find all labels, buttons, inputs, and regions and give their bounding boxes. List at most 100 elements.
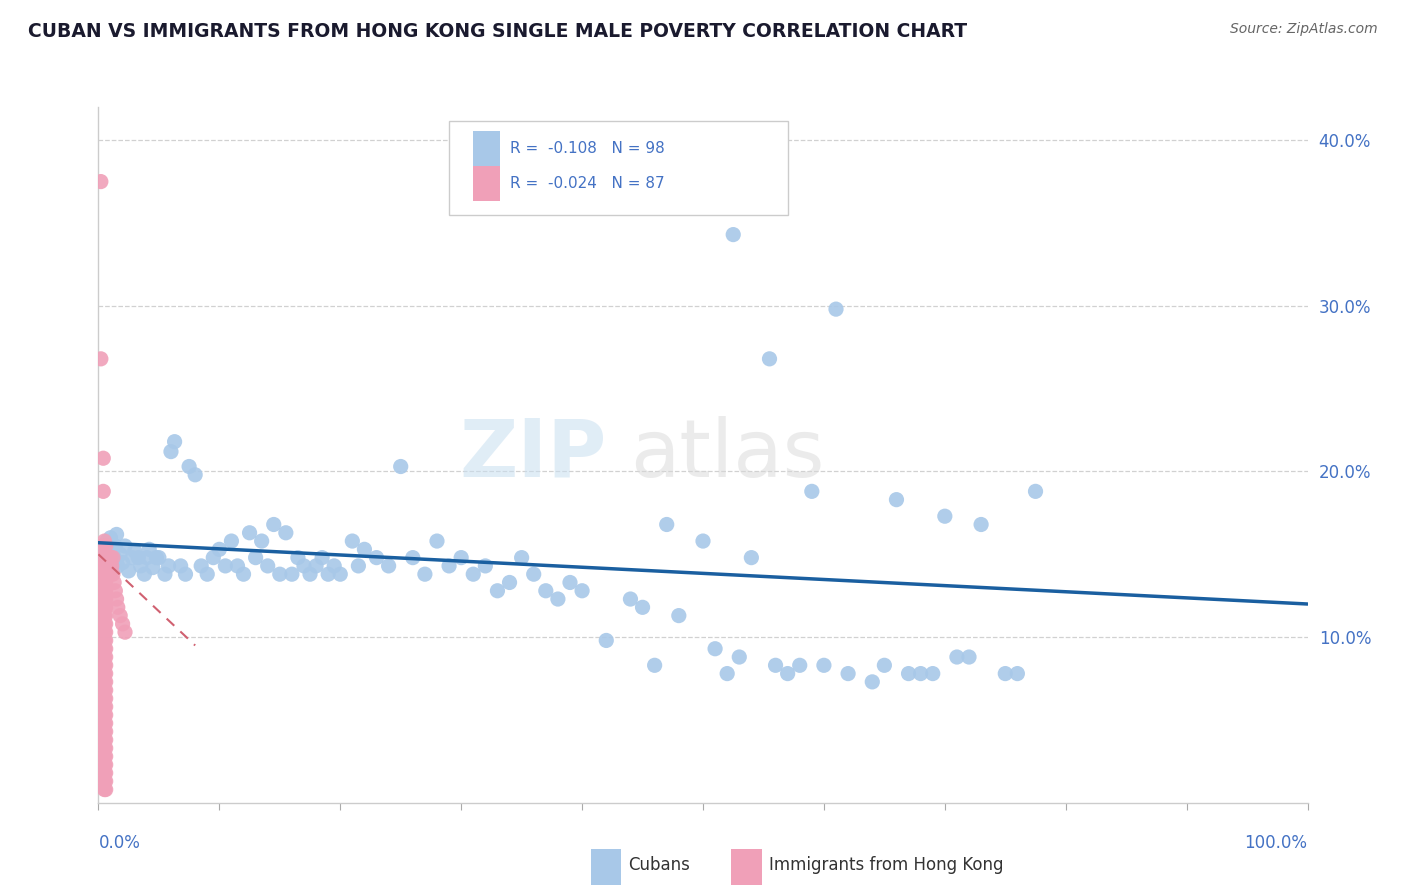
Point	[426, 534, 449, 549]
Point	[607, 136, 630, 151]
Point	[94, 583, 117, 598]
Text: R =  -0.024   N = 87: R = -0.024 N = 87	[509, 176, 664, 191]
Point	[184, 467, 207, 482]
Point	[221, 534, 243, 549]
Point	[450, 550, 472, 565]
Point	[174, 567, 197, 582]
Point	[94, 782, 117, 797]
Point	[111, 556, 134, 570]
Point	[232, 567, 254, 582]
Point	[97, 567, 120, 582]
Point	[93, 583, 115, 598]
Point	[94, 699, 117, 714]
Point	[91, 539, 114, 553]
Point	[160, 444, 183, 458]
Point	[776, 666, 799, 681]
Point	[107, 600, 129, 615]
Point	[111, 616, 134, 631]
Point	[94, 539, 117, 553]
Point	[169, 558, 191, 573]
Point	[93, 732, 115, 747]
Point	[96, 534, 118, 549]
Point	[93, 534, 115, 549]
Point	[94, 757, 117, 772]
Point	[93, 658, 115, 673]
Point	[305, 558, 328, 573]
Point	[121, 550, 143, 565]
Point	[103, 575, 125, 590]
Point	[644, 658, 666, 673]
Point	[94, 625, 117, 640]
Point	[1007, 666, 1029, 681]
Point	[94, 633, 117, 648]
Point	[873, 658, 896, 673]
Point	[93, 600, 115, 615]
Point	[145, 550, 167, 565]
Point	[94, 658, 117, 673]
Point	[142, 560, 165, 574]
Point	[93, 608, 115, 623]
Text: Immigrants from Hong Kong: Immigrants from Hong Kong	[769, 856, 1004, 874]
Point	[668, 608, 690, 623]
Bar	[474, 131, 501, 166]
Point	[534, 583, 557, 598]
Point	[94, 666, 117, 681]
Point	[97, 556, 120, 570]
Point	[463, 567, 485, 582]
Point	[994, 666, 1017, 681]
Point	[886, 492, 908, 507]
Point	[93, 699, 115, 714]
Point	[316, 567, 339, 582]
Point	[101, 567, 124, 582]
Point	[957, 650, 980, 665]
Point	[800, 484, 823, 499]
Point	[970, 517, 993, 532]
Point	[94, 550, 117, 565]
Point	[104, 539, 127, 553]
Point	[93, 716, 115, 731]
Point	[595, 633, 617, 648]
Text: atlas: atlas	[630, 416, 825, 494]
Point	[93, 633, 115, 648]
Point	[93, 757, 115, 772]
Point	[100, 531, 122, 545]
Point	[179, 459, 201, 474]
Point	[190, 558, 212, 573]
Point	[91, 484, 114, 499]
Point	[108, 608, 131, 623]
Point	[114, 539, 136, 553]
Point	[389, 459, 412, 474]
Point	[311, 550, 333, 565]
Point	[921, 666, 943, 681]
Point	[413, 567, 436, 582]
Point	[91, 550, 114, 565]
Point	[93, 741, 115, 756]
Text: R =  -0.108   N = 98: R = -0.108 N = 98	[509, 141, 664, 156]
Point	[94, 708, 117, 723]
Point	[94, 732, 117, 747]
Point	[93, 708, 115, 723]
Text: CUBAN VS IMMIGRANTS FROM HONG KONG SINGLE MALE POVERTY CORRELATION CHART: CUBAN VS IMMIGRANTS FROM HONG KONG SINGL…	[28, 22, 967, 41]
Point	[825, 302, 848, 317]
Point	[93, 683, 115, 698]
Point	[329, 567, 352, 582]
Point	[347, 558, 370, 573]
Point	[437, 558, 460, 573]
Point	[94, 575, 117, 590]
Point	[94, 650, 117, 665]
Point	[860, 674, 883, 689]
Point	[195, 567, 218, 582]
Point	[342, 534, 364, 549]
Point	[269, 567, 291, 582]
Point	[90, 175, 112, 189]
Point	[118, 564, 141, 578]
Point	[498, 575, 520, 590]
Point	[105, 592, 128, 607]
Point	[100, 567, 122, 582]
Point	[93, 691, 115, 706]
Point	[98, 558, 121, 573]
Point	[94, 558, 117, 573]
Point	[523, 567, 546, 582]
Point	[716, 666, 738, 681]
Point	[93, 774, 115, 789]
